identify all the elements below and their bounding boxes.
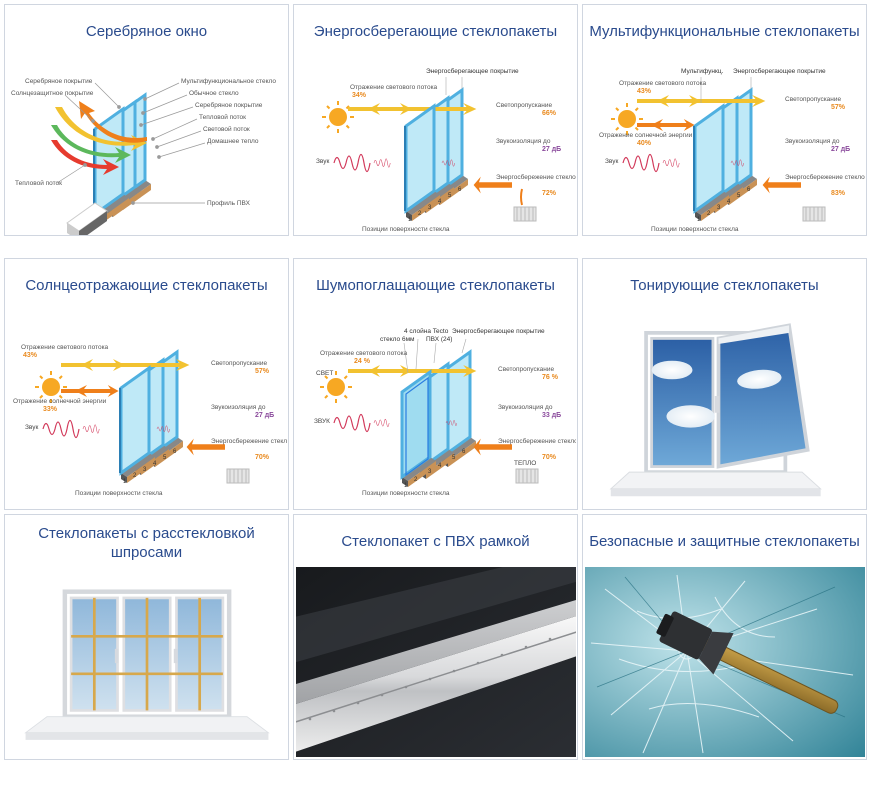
card-tint[interactable]: Тонирующие стеклопакеты (582, 258, 867, 510)
diagram-multi: Звук Мультифункц. Энергосберегающее покр… (583, 55, 866, 235)
svg-text:33%: 33% (43, 406, 58, 413)
svg-text:Отражение светового потока: Отражение светового потока (320, 350, 408, 357)
diagram-energy: Звук Энергосберегающее покрытие Отражени… (294, 55, 577, 235)
svg-text:Звукоизоляция до: Звукоизоляция до (785, 138, 840, 145)
card-silver[interactable]: Серебряное окно (4, 4, 289, 236)
svg-text:70%: 70% (542, 454, 557, 461)
card-title: Стеклопакет с ПВХ рамкой (335, 515, 535, 565)
svg-text:43%: 43% (637, 88, 652, 95)
svg-text:24 %: 24 % (354, 358, 371, 365)
card-title: Энергосберегающие стеклопакеты (308, 5, 563, 55)
photo-tint-window (583, 309, 866, 509)
card-pvc[interactable]: Стеклопакет с ПВХ рамкой (293, 514, 578, 760)
svg-text:Мультифункциональное стекло: Мультифункциональное стекло (181, 78, 276, 85)
card-safety[interactable]: Безопасные и защитные стеклопакеты (582, 514, 867, 760)
svg-text:Звук: Звук (25, 424, 38, 431)
svg-text:Солнцезащитное покрытие: Солнцезащитное покрытие (11, 90, 94, 97)
product-grid: Серебряное окно (4, 4, 867, 760)
diagram-silver: Серебряное покрытие Солнцезащитное покры… (5, 55, 288, 235)
svg-text:Позиции поверхности стекла: Позиции поверхности стекла (75, 490, 163, 497)
svg-text:43%: 43% (23, 352, 38, 359)
svg-text:Позиции поверхности стекла: Позиции поверхности стекла (651, 226, 739, 233)
svg-text:Энергосбережение стеклопакета: Энергосбережение стеклопакета (498, 437, 576, 445)
card-shprosy[interactable]: Стеклопакеты с расстекловкой шпросами (4, 514, 289, 760)
diagram-noise: СВЕТ ЗВУК ТЕПЛО (294, 309, 577, 509)
svg-text:Серебряное покрытие: Серебряное покрытие (25, 77, 93, 85)
svg-text:33 дБ: 33 дБ (542, 412, 561, 419)
svg-text:Обычное стекло: Обычное стекло (189, 89, 239, 97)
svg-text:Профиль ПВХ: Профиль ПВХ (207, 200, 251, 207)
svg-text:СВЕТ: СВЕТ (316, 370, 333, 377)
svg-text:Позиции поверхности стекла: Позиции поверхности стекла (362, 226, 450, 233)
svg-text:40%: 40% (637, 140, 652, 147)
svg-text:Отражение светового потока: Отражение светового потока (21, 344, 109, 351)
photo-safety-glass (583, 565, 866, 759)
card-title: Мультифункциональные стеклопакеты (583, 5, 865, 55)
svg-text:Световой поток: Световой поток (203, 125, 250, 133)
svg-text:Позиции поверхности стекла: Позиции поверхности стекла (362, 490, 450, 497)
svg-text:27 дБ: 27 дБ (255, 412, 274, 419)
svg-text:Звук: Звук (316, 158, 329, 165)
svg-text:Серебряное покрытие: Серебряное покрытие (195, 101, 263, 109)
card-noise[interactable]: Шумопоглащающие стеклопакеты СВЕТ ЗВУК (293, 258, 578, 510)
svg-text:34%: 34% (352, 92, 367, 99)
svg-text:57%: 57% (831, 104, 846, 111)
svg-text:57%: 57% (255, 368, 270, 375)
svg-text:Энергосбережение стеклопакета: Энергосбережение стеклопакета (211, 437, 287, 445)
card-multi[interactable]: Мультифункциональные стеклопакеты Звук (582, 4, 867, 236)
svg-text:ЗВУК: ЗВУК (314, 418, 330, 425)
svg-text:Отражение светового потока: Отражение светового потока (350, 84, 438, 91)
svg-text:Отражение солнечной энергии: Отражение солнечной энергии (13, 397, 107, 405)
svg-text:Светопропускание: Светопропускание (498, 366, 555, 373)
svg-text:Тепловой поток: Тепловой поток (199, 113, 246, 121)
svg-text:Отражение светового потока: Отражение светового потока (619, 80, 707, 87)
card-title: Серебряное окно (80, 5, 213, 55)
svg-text:Энергосбережение стеклопакета: Энергосбережение стеклопакета (785, 173, 865, 181)
card-title: Шумопоглащающие стеклопакеты (310, 259, 561, 309)
svg-text:Светопропускание: Светопропускание (785, 96, 842, 103)
svg-text:Звукоизоляция до: Звукоизоляция до (211, 404, 266, 411)
svg-text:76 %: 76 % (542, 374, 559, 381)
svg-text:Энергосберегающее покрытие: Энергосберегающее покрытие (426, 67, 519, 75)
svg-text:Светопропускание: Светопропускание (211, 360, 268, 367)
svg-text:66%: 66% (542, 110, 557, 117)
svg-text:Мультифункц.: Мультифункц. (681, 68, 724, 75)
photo-pvc-spacer (294, 565, 577, 759)
svg-text:70%: 70% (255, 454, 270, 461)
card-sun[interactable]: Солнцеотражающие стеклопакеты Звук Отраж… (4, 258, 289, 510)
svg-text:Тепловой поток: Тепловой поток (15, 179, 62, 187)
svg-text:27 дБ: 27 дБ (831, 146, 850, 153)
card-title: Стеклопакеты с расстекловкой шпросами (5, 515, 288, 569)
svg-text:Звукоизоляция до: Звукоизоляция до (498, 404, 553, 411)
card-title: Солнцеотражающие стеклопакеты (19, 259, 273, 309)
svg-text:Энергосберегающее покрытие: Энергосберегающее покрытие (452, 327, 545, 335)
card-title: Тонирующие стеклопакеты (624, 259, 824, 309)
svg-text:Энергосбережение стеклопакета: Энергосбережение стеклопакета (496, 173, 576, 181)
svg-text:27 дБ: 27 дБ (542, 146, 561, 153)
card-energy[interactable]: Энергосберегающие стеклопакеты Звук (293, 4, 578, 236)
svg-text:стекло 6мм: стекло 6мм (380, 336, 415, 343)
svg-text:Домашнее тепло: Домашнее тепло (207, 138, 259, 145)
svg-text:Звукоизоляция до: Звукоизоляция до (496, 138, 551, 145)
photo-grille-window (5, 569, 288, 759)
svg-text:83%: 83% (831, 190, 846, 197)
svg-text:72%: 72% (542, 190, 557, 197)
svg-text:Энергосберегающее покрытие: Энергосберегающее покрытие (733, 67, 826, 75)
card-title: Безопасные и защитные стеклопакеты (583, 515, 866, 565)
svg-text:Отражение солнечной энергии: Отражение солнечной энергии (599, 131, 693, 139)
svg-text:4 слойна Tecto: 4 слойна Tecto (404, 327, 449, 335)
svg-text:ТЕПЛО: ТЕПЛО (514, 460, 536, 467)
diagram-sun: Звук Отражение светового потока 43% Отра… (5, 309, 288, 509)
svg-text:Светопропускание: Светопропускание (496, 102, 553, 109)
svg-text:ПВХ (24): ПВХ (24) (426, 336, 452, 343)
svg-text:Звук: Звук (605, 158, 618, 165)
